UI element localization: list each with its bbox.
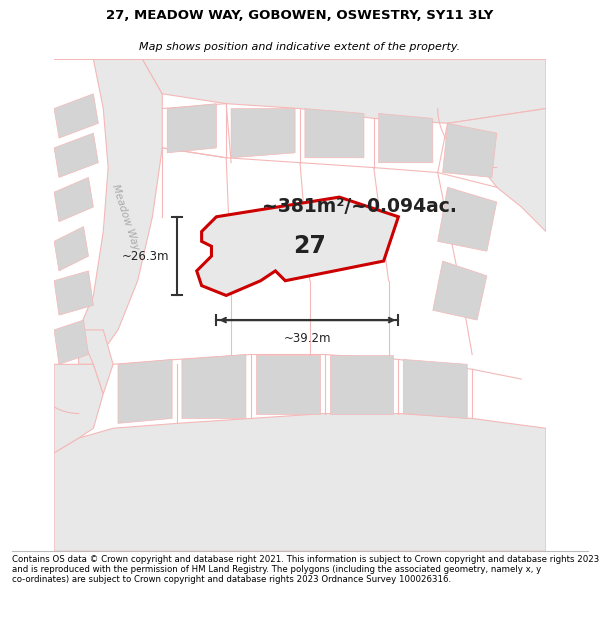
Polygon shape: [305, 109, 364, 158]
Polygon shape: [79, 330, 113, 394]
Text: Meadow Way: Meadow Way: [110, 182, 141, 251]
Polygon shape: [197, 197, 398, 296]
Polygon shape: [443, 123, 497, 177]
Polygon shape: [54, 364, 103, 453]
Polygon shape: [118, 359, 172, 423]
Polygon shape: [438, 188, 497, 251]
Text: Contains OS data © Crown copyright and database right 2021. This information is : Contains OS data © Crown copyright and d…: [12, 554, 599, 584]
Text: ~39.2m: ~39.2m: [284, 332, 331, 346]
Polygon shape: [182, 354, 246, 419]
Polygon shape: [54, 59, 546, 123]
Polygon shape: [329, 354, 394, 414]
Polygon shape: [54, 320, 88, 364]
Polygon shape: [256, 354, 320, 414]
Polygon shape: [54, 414, 546, 551]
Polygon shape: [231, 109, 295, 158]
Text: 27: 27: [293, 234, 326, 258]
Polygon shape: [79, 59, 162, 364]
Polygon shape: [54, 271, 94, 315]
Text: ~381m²/~0.094ac.: ~381m²/~0.094ac.: [262, 198, 457, 216]
Polygon shape: [403, 359, 467, 419]
Polygon shape: [379, 114, 433, 162]
Polygon shape: [54, 133, 98, 178]
Polygon shape: [54, 177, 94, 222]
Text: Map shows position and indicative extent of the property.: Map shows position and indicative extent…: [139, 42, 461, 52]
Polygon shape: [54, 227, 88, 271]
Text: 27, MEADOW WAY, GOBOWEN, OSWESTRY, SY11 3LY: 27, MEADOW WAY, GOBOWEN, OSWESTRY, SY11 …: [106, 9, 494, 22]
Polygon shape: [433, 261, 487, 320]
Text: ~26.3m: ~26.3m: [122, 249, 170, 262]
Polygon shape: [54, 94, 98, 138]
Polygon shape: [448, 109, 546, 231]
Polygon shape: [167, 104, 217, 153]
